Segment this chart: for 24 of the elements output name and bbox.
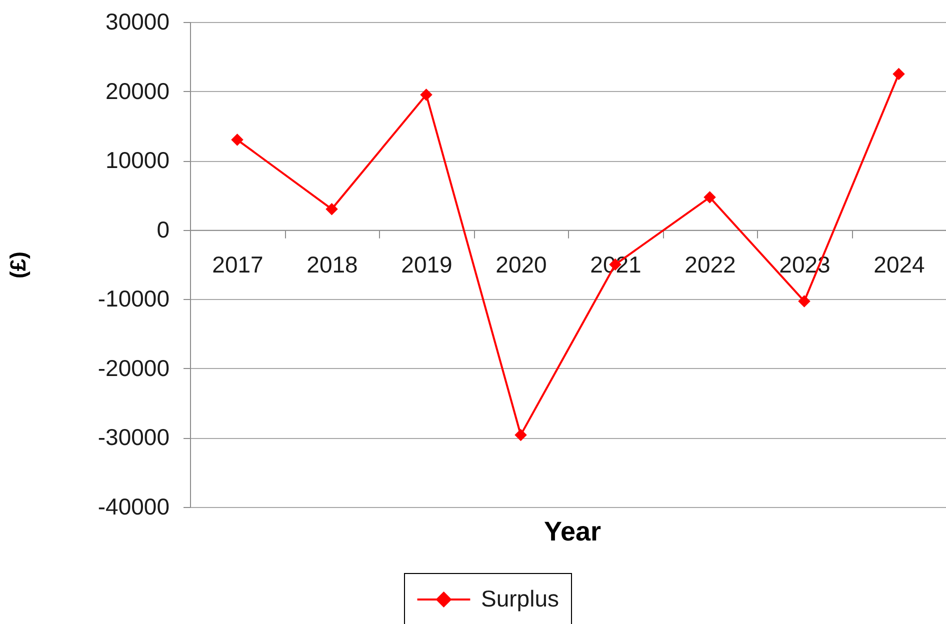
point <box>704 191 716 204</box>
x-tick-label: 2019 <box>401 251 452 278</box>
y-tick-label: -20000 <box>98 354 170 381</box>
legend-label: Surplus <box>481 586 559 612</box>
x-tick-label: 2018 <box>306 251 358 278</box>
y-tick-label: 0 <box>156 216 170 242</box>
x-tick-label: 2024 <box>874 251 926 278</box>
y-tick-label: 10000 <box>106 147 170 174</box>
y-tick-label: -30000 <box>98 424 170 450</box>
point <box>326 202 338 216</box>
y-tick-label: -40000 <box>98 494 170 520</box>
point <box>420 88 432 101</box>
y-tick-label: -10000 <box>98 286 170 312</box>
point <box>231 134 244 146</box>
point <box>798 295 810 308</box>
x-tick-label: 2017 <box>212 251 264 278</box>
point <box>514 428 527 442</box>
x-tick-label: 2022 <box>684 251 736 278</box>
y-axis-title: (£) <box>6 252 30 278</box>
y-tick-label: 20000 <box>106 78 170 104</box>
point <box>892 68 905 80</box>
x-axis-title: Year <box>544 516 602 546</box>
x-tick-label: 2020 <box>496 251 547 278</box>
y-tick-label: 30000 <box>106 8 170 34</box>
